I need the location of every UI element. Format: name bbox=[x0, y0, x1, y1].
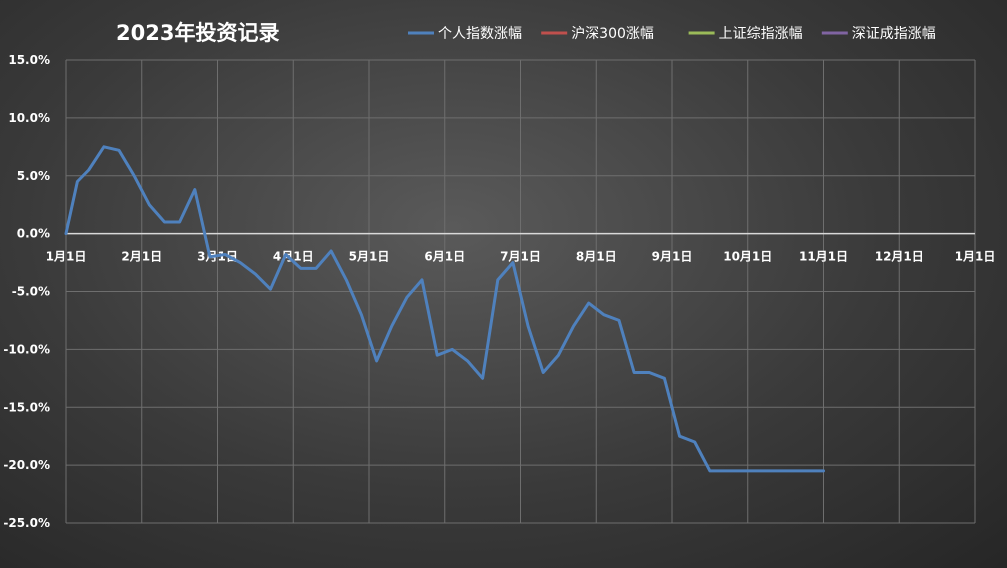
x-axis: 1月1日 2月1日 3月1日 4月1日 5月1日 6月1日 7月1日 8月1日 9月1日 10月1… bbox=[46, 250, 996, 264]
y-tick-label: -25.0% bbox=[3, 516, 50, 530]
x-tick-label: 2月1日 bbox=[121, 250, 162, 264]
y-tick-label: -20.0% bbox=[3, 458, 50, 472]
y-tick-label: -15.0% bbox=[3, 400, 50, 414]
y-axis: 15.0% 10.0% 5.0% 0.0% -5.0% -10.0% -15.0% -20.0… bbox=[3, 53, 50, 530]
x-tick-label: 8月1日 bbox=[576, 250, 617, 264]
x-tick-label: 6月1日 bbox=[424, 250, 465, 264]
x-tick-label: 11月1日 bbox=[799, 250, 848, 264]
legend: 个人指数涨幅 沪深300涨幅 上证综指涨幅 深证成指涨幅 bbox=[408, 26, 936, 42]
series-line bbox=[64, 145, 825, 473]
x-tick-label: 7月1日 bbox=[500, 250, 541, 264]
x-tick-label: 10月1日 bbox=[723, 250, 772, 264]
chart-title: 2023年投资记录 bbox=[116, 21, 279, 45]
y-tick-label: -10.0% bbox=[3, 342, 50, 356]
series bbox=[64, 145, 825, 473]
legend-label: 沪深300涨幅 bbox=[571, 26, 654, 42]
x-tick-label: 9月1日 bbox=[652, 250, 693, 264]
x-tick-label: 1月1日 bbox=[46, 250, 87, 264]
x-tick-label: 1月1日 bbox=[955, 250, 996, 264]
x-tick-label: 5月1日 bbox=[349, 250, 390, 264]
x-tick-label: 12月1日 bbox=[875, 250, 924, 264]
y-tick-label: 15.0% bbox=[8, 53, 50, 67]
y-tick-label: 0.0% bbox=[17, 227, 50, 241]
y-tick-label: 10.0% bbox=[8, 111, 50, 125]
legend-label: 深证成指涨幅 bbox=[852, 26, 936, 42]
gridlines bbox=[65, 59, 976, 524]
legend-label: 上证综指涨幅 bbox=[719, 26, 803, 42]
y-tick-label: -5.0% bbox=[12, 285, 50, 299]
y-tick-label: 5.0% bbox=[17, 169, 50, 183]
legend-label: 个人指数涨幅 bbox=[438, 26, 522, 42]
